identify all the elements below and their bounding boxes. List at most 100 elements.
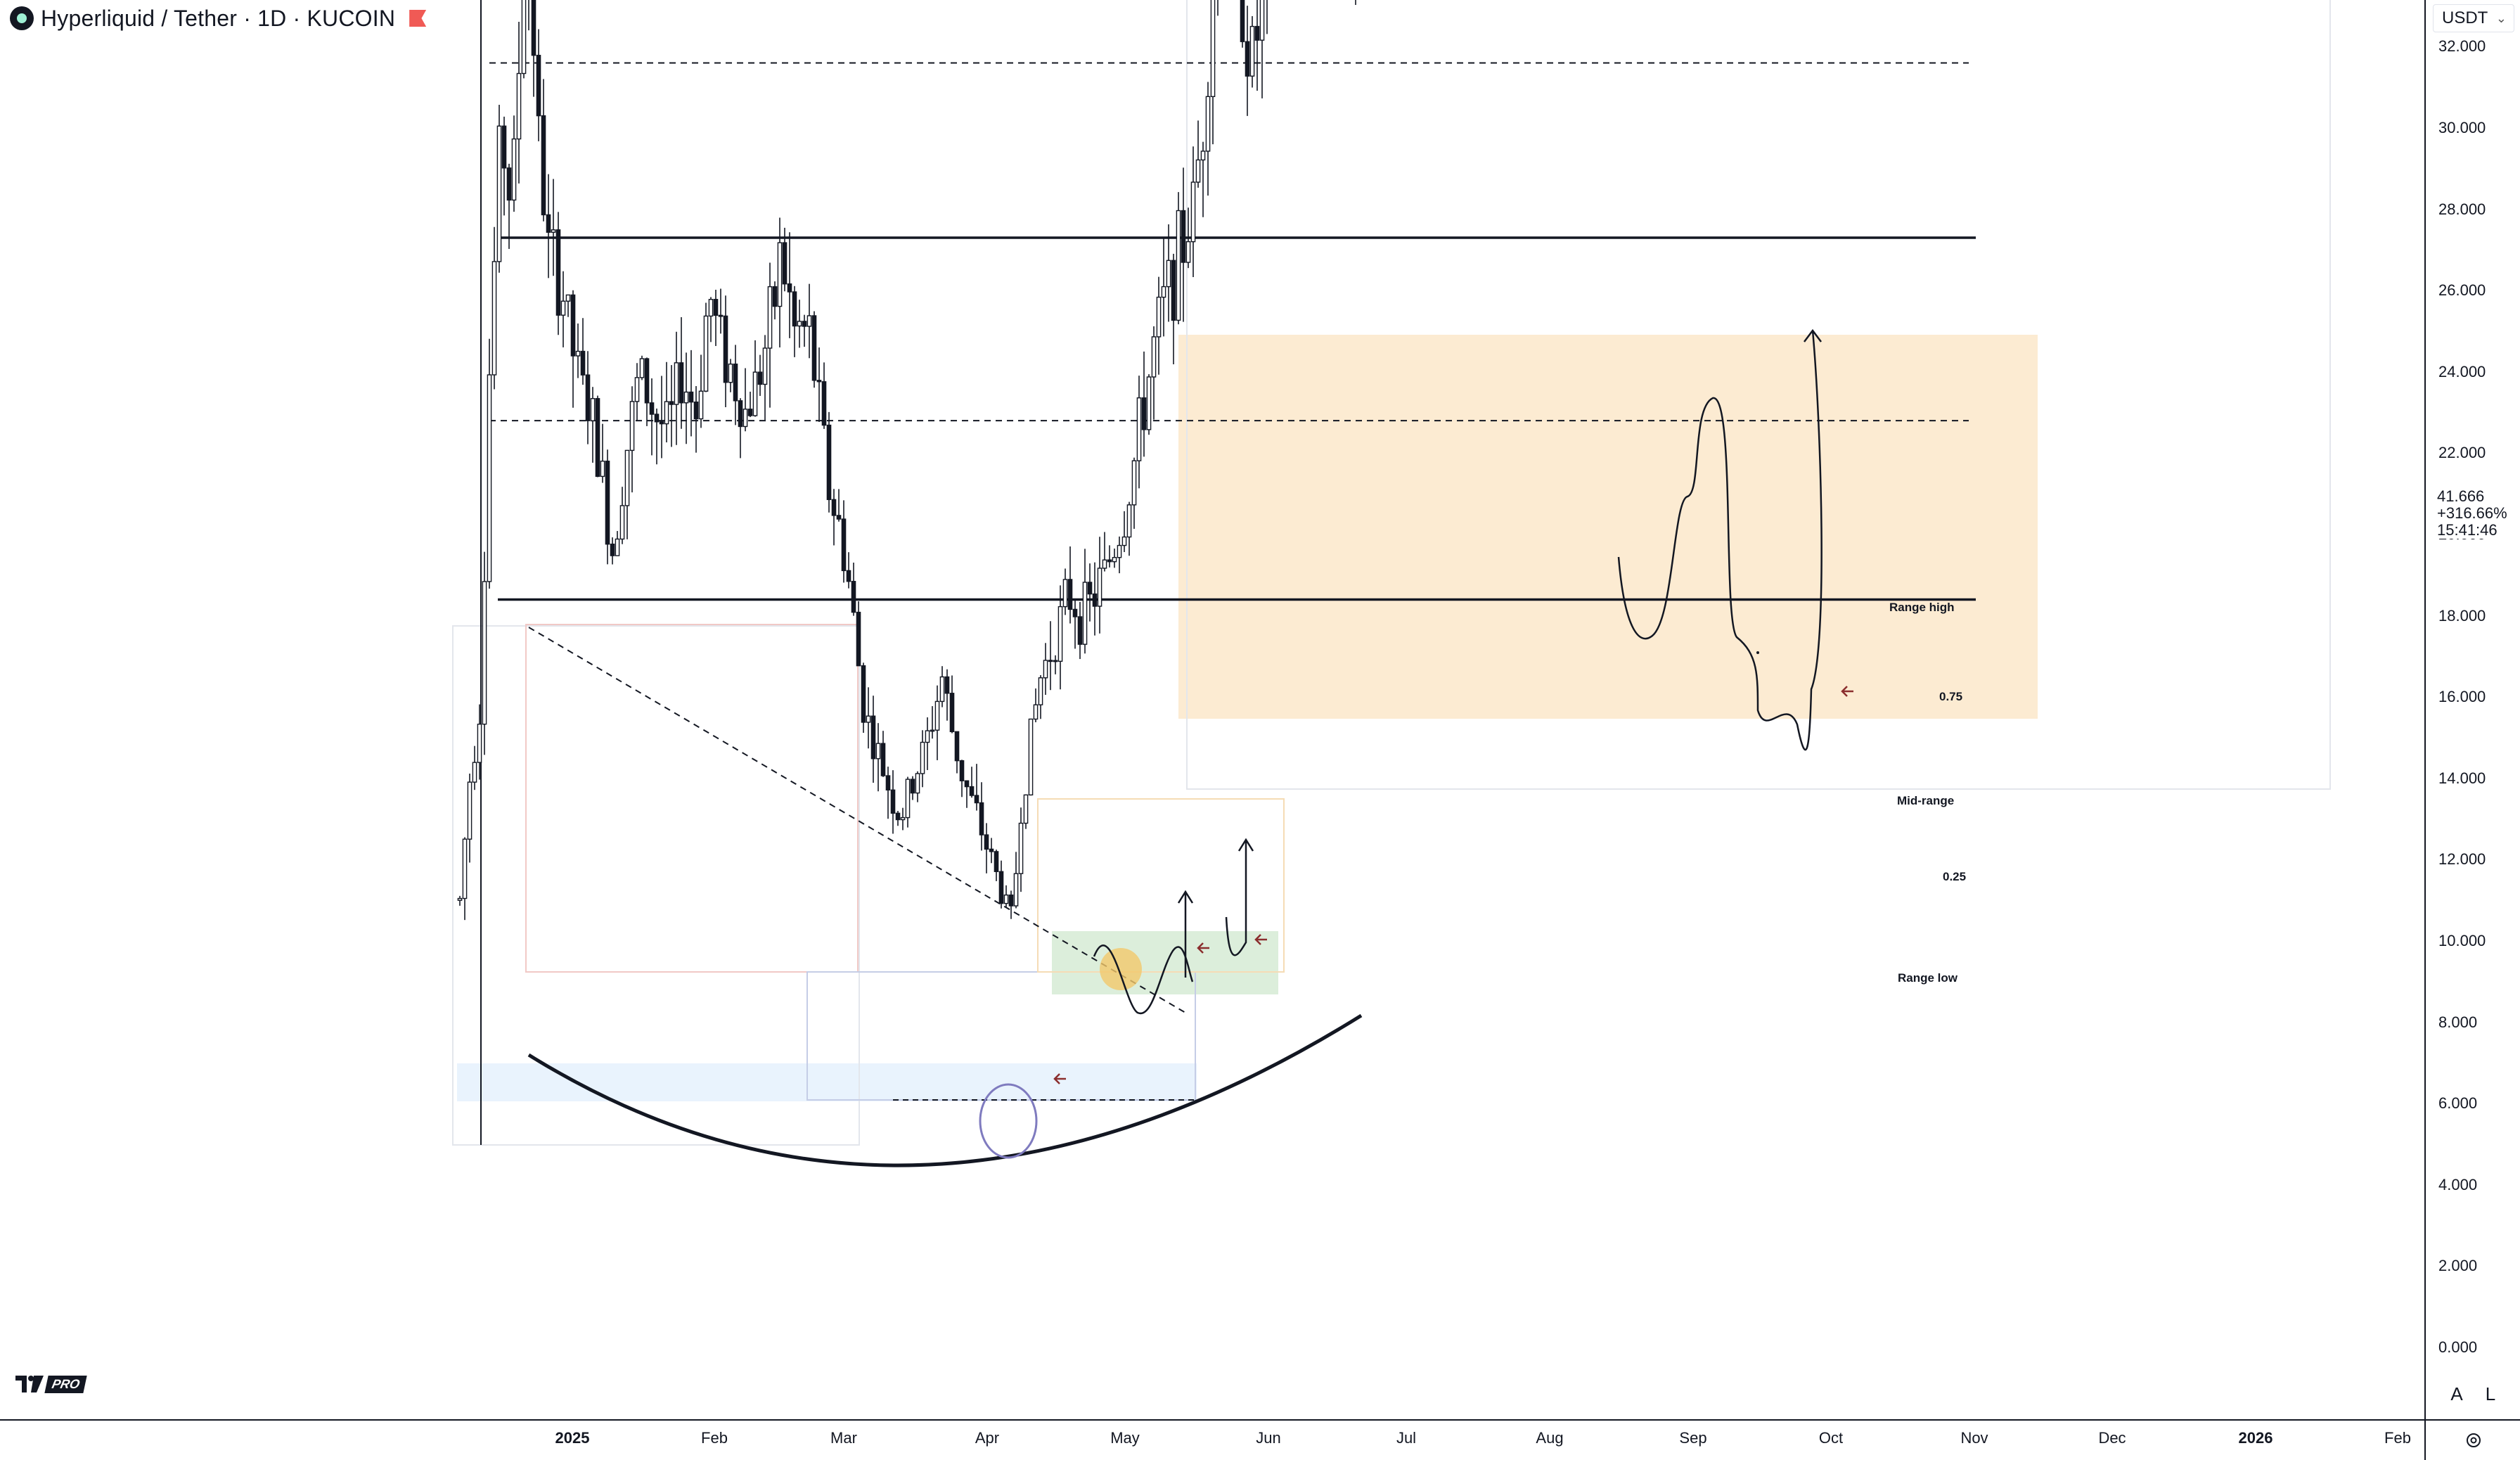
left-arrow-icon <box>1841 686 1853 697</box>
time-axis[interactable]: 2025 Feb Mar Apr May Jun Jul Aug Sep Oct Nov Dec 202… <box>0 1419 2424 1460</box>
projection-frame <box>1186 0 2331 790</box>
price-tick-label: 16.000 <box>2438 688 2486 706</box>
candle-body <box>615 538 620 556</box>
candle-body <box>477 723 482 763</box>
retest-circle <box>1100 948 1142 990</box>
candle-body <box>506 167 512 201</box>
candle-body <box>944 676 950 694</box>
candle-body <box>457 897 463 901</box>
candle-body <box>747 409 753 416</box>
demand-zone-rect <box>1052 931 1278 994</box>
axis-settings-button[interactable] <box>2424 1419 2520 1460</box>
candle-body <box>683 391 689 404</box>
price-tick-label: 26.000 <box>2438 281 2486 300</box>
candle-body <box>797 321 802 327</box>
candle-body <box>831 499 837 516</box>
up-arrow-hook <box>1225 838 1254 956</box>
candle-body <box>1249 25 1255 77</box>
candle-body <box>856 611 861 667</box>
candle-body <box>1077 616 1083 645</box>
candle-body <box>949 693 955 733</box>
candle-body <box>619 505 625 540</box>
candle-body <box>1156 296 1162 338</box>
range-low-label: Range low <box>1898 971 1958 985</box>
price-tick-label: 14.000 <box>2438 769 2486 787</box>
candle-body <box>846 570 851 582</box>
symbol-header[interactable]: Hyperliquid / Tether · 1D · KUCOIN <box>10 3 426 34</box>
log-scale-button[interactable]: L <box>2485 1383 2496 1404</box>
candle-body <box>1117 544 1122 558</box>
last-price: 41.666 <box>2437 487 2485 505</box>
candle-body <box>1176 210 1181 321</box>
candle-body <box>531 0 536 56</box>
candle-body <box>1067 579 1073 610</box>
currency-select[interactable]: USDT ⌄ <box>2433 4 2514 32</box>
candle-body <box>767 286 773 349</box>
candle-body <box>1003 894 1009 904</box>
candle-body <box>900 817 906 821</box>
candle-body <box>1008 894 1014 907</box>
candle-body <box>1018 822 1024 874</box>
candle-body <box>1087 582 1093 595</box>
candle-body <box>733 363 738 402</box>
candle-body <box>546 214 551 233</box>
candle-body <box>1254 25 1260 41</box>
chart-canvas[interactable] <box>0 0 2424 1421</box>
candle-body <box>890 789 896 814</box>
candle-body <box>1131 460 1137 506</box>
candle-body <box>964 780 970 788</box>
candle-body <box>595 398 600 478</box>
candle-body <box>1038 677 1043 705</box>
candle-body <box>1146 376 1152 430</box>
tradingview-logo[interactable]: PRO <box>15 1374 87 1394</box>
candle-body <box>1166 260 1171 288</box>
candle-body <box>930 729 935 732</box>
symbol-title[interactable]: Hyperliquid / Tether · 1D · KUCOIN <box>41 5 396 31</box>
candle-body <box>742 409 748 428</box>
time-tick-label: Jul <box>1396 1429 1417 1447</box>
price-axis[interactable]: USDT ⌄ 64.00062.00060.00058.00056.00054.… <box>2424 0 2520 1421</box>
price-tick-label: 10.000 <box>2438 932 2486 949</box>
flag-icon[interactable] <box>409 10 426 27</box>
candle-body <box>669 401 674 405</box>
candle-body <box>496 125 502 262</box>
supply-zone-rect <box>1178 335 2038 719</box>
auto-scale-button[interactable]: A <box>2450 1383 2463 1404</box>
countdown: 15:41:46 <box>2437 521 2498 539</box>
candle-body <box>959 760 965 781</box>
candle-body <box>841 518 847 572</box>
candle-body <box>688 391 694 403</box>
candle-body <box>1210 0 1216 97</box>
chart-area[interactable]: Hyperliquid / Tether · 1D · KUCOIN Range… <box>0 0 2424 1421</box>
time-tick-label: Apr <box>975 1429 1000 1447</box>
candle-body <box>1102 559 1107 569</box>
candle-body <box>1205 96 1211 152</box>
candle-body <box>787 283 792 293</box>
price-tick-label: 8.000 <box>2438 1013 2478 1031</box>
candle-body <box>1190 181 1196 243</box>
candle-body <box>1092 593 1098 607</box>
candle-body <box>1161 286 1166 298</box>
candle-body <box>551 229 556 233</box>
time-tick-label: Sep <box>1679 1429 1707 1447</box>
candle-body <box>782 242 788 285</box>
left-arrow-icon <box>1053 1073 1066 1084</box>
price-tick-label: 4.000 <box>2438 1175 2478 1193</box>
left-arrow-icon <box>1197 942 1209 954</box>
candle-body <box>639 358 645 378</box>
fib-075-label: 0.75 <box>1939 690 1963 703</box>
chevron-down-icon: ⌄ <box>2495 11 2507 25</box>
candle-body <box>974 795 979 804</box>
price-tick-label: 2.000 <box>2438 1257 2478 1275</box>
retest-squiggle <box>1093 944 1194 1015</box>
candle-body <box>644 358 650 404</box>
candle-body <box>487 374 492 582</box>
candle-body <box>998 871 1004 904</box>
candle-body <box>870 715 876 760</box>
candle-body <box>541 115 546 216</box>
price-tick-label: 28.000 <box>2438 200 2486 218</box>
time-tick-label: Oct <box>1818 1429 1844 1447</box>
candle-body <box>1121 536 1127 546</box>
candle-body <box>1107 559 1112 563</box>
candle-body <box>570 294 576 357</box>
